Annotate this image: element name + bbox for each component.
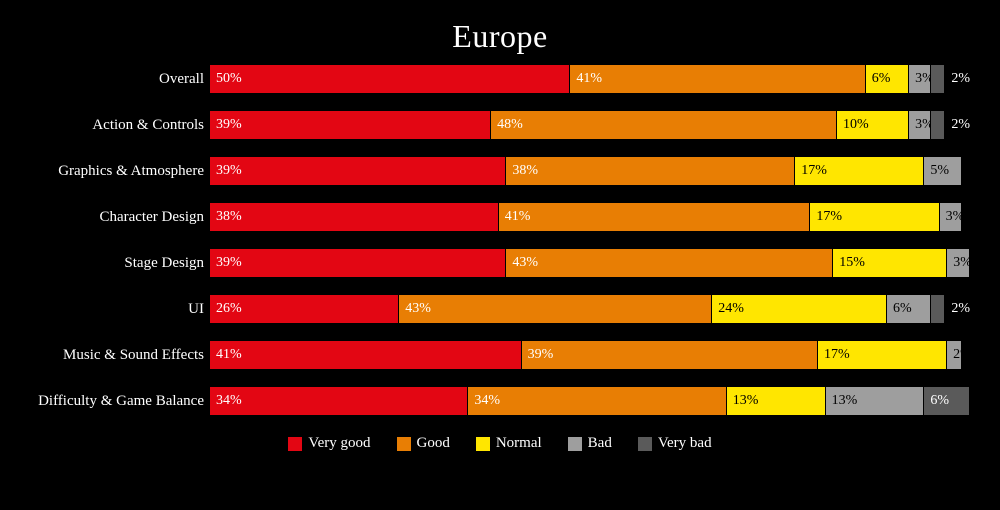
bar-segment-good: 41% bbox=[570, 65, 865, 93]
stacked-bar: 26%43%24%6% bbox=[210, 295, 945, 323]
legend-label: Bad bbox=[588, 435, 612, 452]
bar-segment-bad: 3% bbox=[909, 65, 931, 93]
bar-segment-good: 41% bbox=[499, 203, 811, 231]
stacked-bar: 39%43%15%3% bbox=[210, 249, 970, 277]
bar-segment-bad: 2% bbox=[947, 341, 962, 369]
bar-segment-good: 39% bbox=[522, 341, 818, 369]
category-label: UI bbox=[0, 301, 210, 318]
bar-segment-very_bad bbox=[931, 295, 946, 323]
category-label: Stage Design bbox=[0, 255, 210, 272]
bar-segment-normal: 15% bbox=[833, 249, 947, 277]
chart-title: Europe bbox=[0, 0, 1000, 65]
bar-segment-very_bad bbox=[931, 111, 945, 139]
chart-row: Music & Sound Effects41%39%17%2% bbox=[0, 341, 970, 369]
category-label: Character Design bbox=[0, 209, 210, 226]
bar-segment-normal: 17% bbox=[795, 157, 924, 185]
category-label: Action & Controls bbox=[0, 117, 210, 134]
stacked-bar: 39%48%10%3% bbox=[210, 111, 945, 139]
chart-legend: Very good Good Normal Bad Very bad bbox=[0, 435, 1000, 452]
chart-row: Overall50%41%6%3%2% bbox=[0, 65, 970, 93]
bar-segment-normal: 24% bbox=[712, 295, 887, 323]
legend-item-bad: Bad bbox=[568, 435, 612, 452]
legend-swatch bbox=[568, 437, 582, 451]
legend-swatch bbox=[288, 437, 302, 451]
bar-segment-good: 38% bbox=[506, 157, 795, 185]
legend-label: Good bbox=[417, 435, 450, 452]
legend-swatch bbox=[638, 437, 652, 451]
bar-segment-good: 34% bbox=[468, 387, 726, 415]
category-label: Music & Sound Effects bbox=[0, 347, 210, 364]
chart-row: Action & Controls39%48%10%3%2% bbox=[0, 111, 970, 139]
overflow-value: 2% bbox=[945, 117, 970, 133]
chart-row: Character Design38%41%17%3% bbox=[0, 203, 970, 231]
bar-segment-good: 43% bbox=[506, 249, 833, 277]
bar-segment-very_bad bbox=[931, 65, 945, 93]
overflow-value: 2% bbox=[945, 71, 970, 87]
bar-segment-good: 48% bbox=[491, 111, 837, 139]
bar-segment-very_good: 38% bbox=[210, 203, 499, 231]
bar-segment-very_good: 34% bbox=[210, 387, 468, 415]
bar-segment-very_good: 39% bbox=[210, 111, 491, 139]
bar-segment-very_good: 39% bbox=[210, 249, 506, 277]
bar-segment-very_good: 39% bbox=[210, 157, 506, 185]
bar-segment-bad: 3% bbox=[947, 249, 970, 277]
chart-row: UI26%43%24%6%2% bbox=[0, 295, 970, 323]
category-label: Difficulty & Game Balance bbox=[0, 393, 210, 410]
legend-swatch bbox=[397, 437, 411, 451]
overflow-value: 2% bbox=[945, 301, 970, 317]
bar-segment-very_good: 50% bbox=[210, 65, 570, 93]
chart-row: Graphics & Atmosphere39%38%17%5% bbox=[0, 157, 970, 185]
bar-segment-normal: 17% bbox=[810, 203, 939, 231]
bar-segment-bad: 3% bbox=[909, 111, 931, 139]
chart-row: Difficulty & Game Balance34%34%13%13%6% bbox=[0, 387, 970, 415]
stacked-bar: 50%41%6%3% bbox=[210, 65, 945, 93]
stacked-bar: 41%39%17%2% bbox=[210, 341, 970, 369]
bar-segment-bad: 6% bbox=[887, 295, 931, 323]
legend-item-very_bad: Very bad bbox=[638, 435, 712, 452]
bar-segment-normal: 6% bbox=[866, 65, 909, 93]
stacked-bar: 34%34%13%13%6% bbox=[210, 387, 970, 415]
chart-container: Europe Overall50%41%6%3%2%Action & Contr… bbox=[0, 0, 1000, 510]
legend-label: Very good bbox=[308, 435, 370, 452]
chart-row: Stage Design39%43%15%3% bbox=[0, 249, 970, 277]
bar-segment-good: 43% bbox=[399, 295, 712, 323]
stacked-bar: 38%41%17%3% bbox=[210, 203, 970, 231]
legend-item-good: Good bbox=[397, 435, 450, 452]
bar-segment-very_bad: 6% bbox=[924, 387, 970, 415]
legend-label: Very bad bbox=[658, 435, 712, 452]
bar-segment-normal: 10% bbox=[837, 111, 909, 139]
legend-swatch bbox=[476, 437, 490, 451]
bar-segment-very_good: 26% bbox=[210, 295, 399, 323]
legend-item-normal: Normal bbox=[476, 435, 542, 452]
category-label: Overall bbox=[0, 71, 210, 88]
bar-segment-very_good: 41% bbox=[210, 341, 522, 369]
legend-item-very_good: Very good bbox=[288, 435, 370, 452]
chart-rows: Overall50%41%6%3%2%Action & Controls39%4… bbox=[0, 65, 1000, 415]
bar-segment-bad: 13% bbox=[826, 387, 925, 415]
bar-segment-bad: 5% bbox=[924, 157, 962, 185]
legend-label: Normal bbox=[496, 435, 542, 452]
bar-segment-bad: 3% bbox=[940, 203, 963, 231]
bar-segment-normal: 13% bbox=[727, 387, 826, 415]
stacked-bar: 39%38%17%5% bbox=[210, 157, 970, 185]
bar-segment-normal: 17% bbox=[818, 341, 947, 369]
category-label: Graphics & Atmosphere bbox=[0, 163, 210, 180]
